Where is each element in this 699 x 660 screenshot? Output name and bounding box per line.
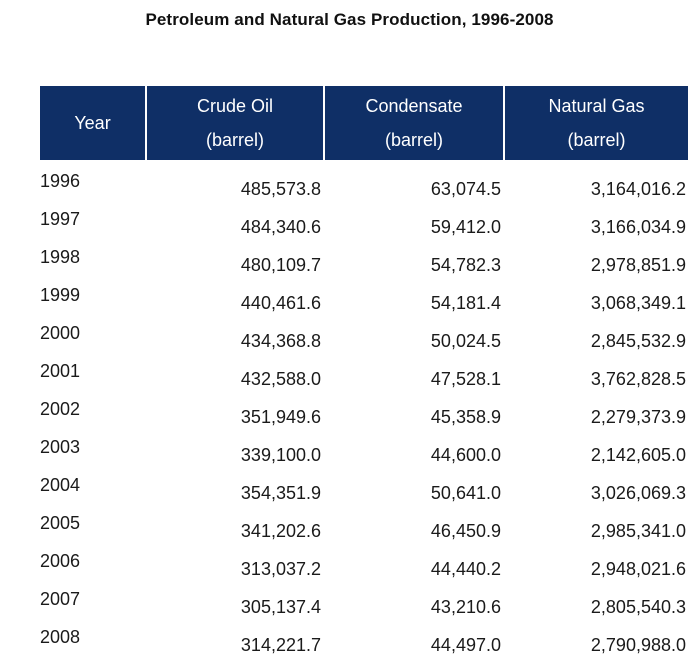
table-title: Petroleum and Natural Gas Production, 19… (145, 10, 554, 29)
cell-crude-oil: 432,588.0 (240, 368, 321, 389)
cell-crude-oil: 480,109.7 (240, 254, 321, 275)
cell-condensate: 63,074.5 (430, 178, 501, 199)
table-row: 1997 484,340.6 59,412.0 3,166,034.9 (40, 204, 688, 242)
cell-condensate: 50,024.5 (430, 330, 501, 351)
cell-year: 2004 (40, 474, 81, 495)
table-body: 1996 485,573.8 63,074.5 3,164,016.2 1997 484,… (40, 166, 688, 660)
cell-condensate: 46,450.9 (430, 520, 501, 541)
cell-natural-gas: 2,805,540.3 (590, 596, 686, 617)
cell-year: 2008 (40, 626, 81, 647)
cell-year: 2007 (40, 588, 81, 609)
cell-condensate: 45,358.9 (430, 406, 501, 427)
cell-year: 2003 (40, 436, 81, 457)
cell-crude-oil: 485,573.8 (240, 178, 321, 199)
production-table: Year Crude Oil (barrel) Condensate (barr… (40, 86, 688, 660)
cell-crude-oil: 305,137.4 (240, 596, 321, 617)
cell-condensate: 44,600.0 (430, 444, 501, 465)
cell-natural-gas: 2,948,021.6 (590, 558, 686, 579)
header-natural-gas: Natural Gas (barrel) (503, 86, 688, 160)
table-header: Year Crude Oil (barrel) Condensate (barr… (40, 86, 688, 160)
cell-crude-oil: 434,368.8 (240, 330, 321, 351)
cell-year: 1999 (40, 284, 81, 305)
cell-natural-gas: 2,978,851.9 (590, 254, 686, 275)
cell-crude-oil: 351,949.6 (240, 406, 321, 427)
table-row: 2003 339,100.0 44,600.0 2,142,605.0 (40, 432, 688, 470)
cell-year: 1996 (40, 170, 81, 191)
cell-crude-oil: 484,340.6 (240, 216, 321, 237)
header-year-label: Year (74, 113, 111, 133)
table-row: 1999 440,461.6 54,181.4 3,068,349.1 (40, 280, 688, 318)
cell-year: 2000 (40, 322, 81, 343)
cell-crude-oil: 314,221.7 (240, 634, 321, 655)
table-row: 2007 305,137.4 43,210.6 2,805,540.3 (40, 584, 688, 622)
cell-natural-gas: 2,142,605.0 (590, 444, 686, 465)
cell-natural-gas: 2,790,988.0 (590, 634, 686, 655)
cell-year: 2001 (40, 360, 81, 381)
header-condensate: Condensate (barrel) (323, 86, 503, 160)
cell-condensate: 50,641.0 (430, 482, 501, 503)
cell-crude-oil: 339,100.0 (240, 444, 321, 465)
table-row: 2000 434,368.8 50,024.5 2,845,532.9 (40, 318, 688, 356)
cell-year: 2005 (40, 512, 81, 533)
table-row: 1996 485,573.8 63,074.5 3,164,016.2 (40, 166, 688, 204)
cell-crude-oil: 341,202.6 (240, 520, 321, 541)
header-year: Year (40, 86, 145, 160)
table-row: 2005 341,202.6 46,450.9 2,985,341.0 (40, 508, 688, 546)
table-row: 2002 351,949.6 45,358.9 2,279,373.9 (40, 394, 688, 432)
header-crude-oil: Crude Oil (barrel) (145, 86, 323, 160)
cell-condensate: 54,782.3 (430, 254, 501, 275)
cell-year: 1998 (40, 246, 81, 267)
cell-natural-gas: 2,845,532.9 (590, 330, 686, 351)
table-row: 2004 354,351.9 50,641.0 3,026,069.3 (40, 470, 688, 508)
table-row: 2006 313,037.2 44,440.2 2,948,021.6 (40, 546, 688, 584)
cell-natural-gas: 3,166,034.9 (590, 216, 686, 237)
cell-crude-oil: 354,351.9 (240, 482, 321, 503)
header-crude-oil-unit: (barrel) (205, 130, 264, 150)
header-natural-gas-unit: (barrel) (567, 130, 626, 150)
cell-year: 1997 (40, 208, 81, 229)
cell-condensate: 54,181.4 (430, 292, 501, 313)
cell-year: 2006 (40, 550, 81, 571)
cell-natural-gas: 3,026,069.3 (590, 482, 686, 503)
header-natural-gas-label: Natural Gas (548, 96, 645, 116)
cell-year: 2002 (40, 398, 81, 419)
cell-condensate: 44,497.0 (430, 634, 501, 655)
table-row: 2001 432,588.0 47,528.1 3,762,828.5 (40, 356, 688, 394)
cell-condensate: 59,412.0 (430, 216, 501, 237)
header-condensate-unit: (barrel) (384, 130, 443, 150)
table-row: 2008 314,221.7 44,497.0 2,790,988.0 (40, 622, 688, 660)
header-condensate-label: Condensate (365, 96, 463, 116)
cell-natural-gas: 3,164,016.2 (590, 178, 686, 199)
cell-natural-gas: 2,985,341.0 (590, 520, 686, 541)
cell-natural-gas: 3,762,828.5 (590, 368, 686, 389)
header-crude-oil-label: Crude Oil (196, 96, 274, 116)
cell-condensate: 44,440.2 (430, 558, 501, 579)
cell-crude-oil: 313,037.2 (240, 558, 321, 579)
cell-natural-gas: 2,279,373.9 (590, 406, 686, 427)
cell-condensate: 47,528.1 (430, 368, 501, 389)
cell-condensate: 43,210.6 (430, 596, 501, 617)
cell-crude-oil: 440,461.6 (240, 292, 321, 313)
table-row: 1998 480,109.7 54,782.3 2,978,851.9 (40, 242, 688, 280)
cell-natural-gas: 3,068,349.1 (590, 292, 686, 313)
